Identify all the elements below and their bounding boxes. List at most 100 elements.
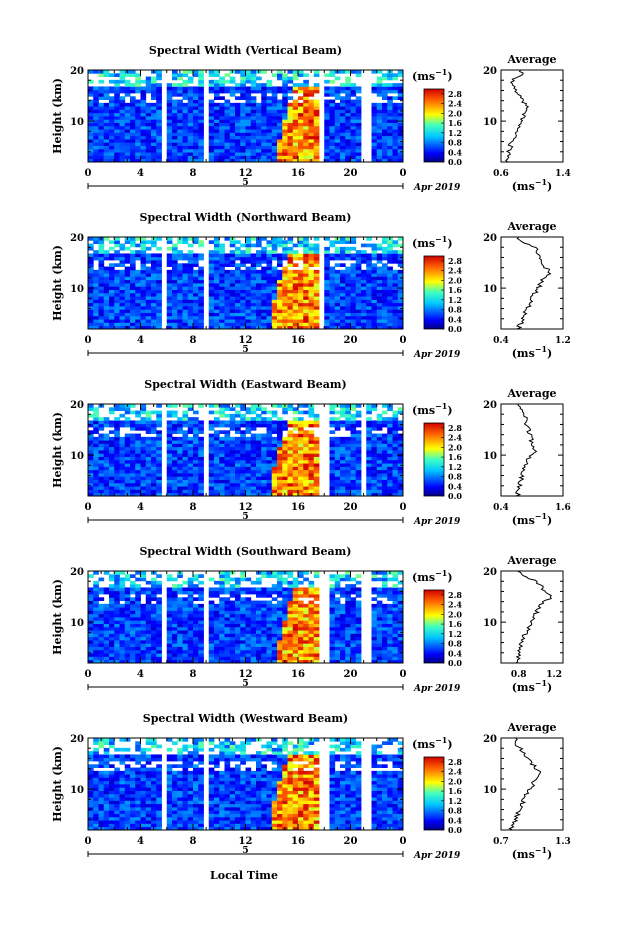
heatmap-cell xyxy=(187,119,194,123)
heatmap-cell xyxy=(324,122,330,127)
heatmap-cell xyxy=(303,423,309,428)
heatmap-cell xyxy=(109,312,115,317)
heatmap-cell xyxy=(271,266,278,271)
heatmap-cell xyxy=(182,436,189,441)
heatmap-cell xyxy=(303,286,309,290)
heatmap-cell xyxy=(256,283,262,287)
heatmap-cell xyxy=(308,296,315,300)
heatmap-cell xyxy=(172,633,178,638)
heatmap-cell xyxy=(224,312,231,317)
heatmap-cell xyxy=(140,240,147,244)
heatmap-cell xyxy=(214,466,220,471)
heatmap-cell xyxy=(298,292,304,297)
heatmap-cell xyxy=(261,139,267,143)
heatmap-cell xyxy=(240,109,246,114)
heatmap-cell xyxy=(350,423,357,428)
heatmap-cell xyxy=(345,155,351,160)
heatmap-cell xyxy=(229,456,236,461)
heatmap-cell xyxy=(187,404,194,408)
heatmap-cell xyxy=(166,433,173,438)
heatmap-cell xyxy=(98,610,105,615)
heatmap-cell xyxy=(397,469,404,474)
heatmap-cell xyxy=(235,443,241,448)
heatmap-cell xyxy=(340,263,346,267)
heatmap-cell xyxy=(261,473,267,477)
heatmap-cell xyxy=(308,292,315,297)
heatmap-cell xyxy=(340,489,346,494)
heatmap-cell xyxy=(229,289,236,294)
heatmap-cell xyxy=(114,482,120,487)
heatmap-cell xyxy=(376,440,383,444)
heatmap-cell xyxy=(271,250,278,254)
heatmap-cell xyxy=(240,142,246,146)
heatmap-cell xyxy=(303,132,309,137)
heatmap-cell xyxy=(130,112,136,117)
heatmap-cell xyxy=(98,106,105,110)
heatmap-cell xyxy=(88,436,94,441)
heatmap-cell xyxy=(366,423,372,428)
heatmap-cell xyxy=(277,237,283,241)
heatmap-cell xyxy=(229,243,236,248)
heatmap-cell xyxy=(366,286,372,290)
heatmap-cell xyxy=(382,96,388,100)
heatmap-cell xyxy=(88,473,94,477)
heatmap-cell xyxy=(266,240,273,244)
date-label: Apr 2019 xyxy=(413,350,461,360)
heatmap-cell xyxy=(145,246,152,251)
heatmap-cell xyxy=(392,489,399,494)
heatmap-cell xyxy=(103,273,110,277)
heatmap-cell xyxy=(240,299,246,304)
heatmap-cell xyxy=(245,125,252,130)
heatmap-cell xyxy=(397,407,404,411)
heatmap-cell xyxy=(124,469,131,474)
heatmap-cell xyxy=(140,492,147,497)
heatmap-cell xyxy=(282,129,288,133)
heatmap-cell xyxy=(303,296,309,300)
heatmap-cell xyxy=(271,256,278,261)
heatmap-cell xyxy=(182,613,189,618)
colorbar-tick-label: 0.0 xyxy=(448,157,462,167)
heatmap-cell xyxy=(140,410,147,415)
heatmap-cell xyxy=(140,636,147,641)
heatmap-cell xyxy=(88,433,94,438)
heatmap-cell xyxy=(345,86,351,91)
heatmap-cell xyxy=(229,413,236,418)
heatmap-cell xyxy=(93,410,99,415)
heatmap-cell xyxy=(114,649,120,654)
heatmap-cell xyxy=(397,306,404,310)
heatmap-cell xyxy=(392,129,399,133)
heatmap-cell xyxy=(130,292,136,297)
heatmap-cell xyxy=(93,413,99,418)
heatmap-cell xyxy=(345,109,351,114)
heatmap-cell xyxy=(93,122,99,127)
heatmap-cell xyxy=(287,135,294,140)
heatmap-cell xyxy=(103,656,110,661)
heatmap-cell xyxy=(103,643,110,647)
heatmap-cell xyxy=(355,404,362,408)
heatmap-cell xyxy=(130,623,136,628)
heatmap-cell xyxy=(397,263,404,267)
heatmap-cell xyxy=(355,129,362,133)
heatmap-cell xyxy=(340,70,346,74)
heatmap-cell xyxy=(193,486,199,490)
heatmap-cell xyxy=(145,325,152,330)
heatmap-cell xyxy=(256,152,262,156)
heatmap-cell xyxy=(298,296,304,300)
heatmap-cell xyxy=(182,142,189,146)
heatmap-cell xyxy=(266,269,273,274)
heatmap-cell xyxy=(250,479,257,484)
heatmap-cell xyxy=(271,119,278,123)
x-tick-label: 8 xyxy=(190,502,197,513)
heatmap-cell xyxy=(119,633,126,638)
heatmap-cell xyxy=(124,283,131,287)
heatmap-cell xyxy=(266,109,273,114)
x-tick-label: 12 xyxy=(239,502,253,513)
heatmap-cell xyxy=(98,319,105,323)
heatmap-cell xyxy=(103,89,110,94)
heatmap-cell xyxy=(166,643,173,647)
heatmap-cell xyxy=(98,312,105,317)
heatmap-cell xyxy=(119,571,126,575)
heatmap-cell xyxy=(93,129,99,133)
heatmap-cell xyxy=(219,148,225,153)
heatmap-cell xyxy=(392,96,399,100)
